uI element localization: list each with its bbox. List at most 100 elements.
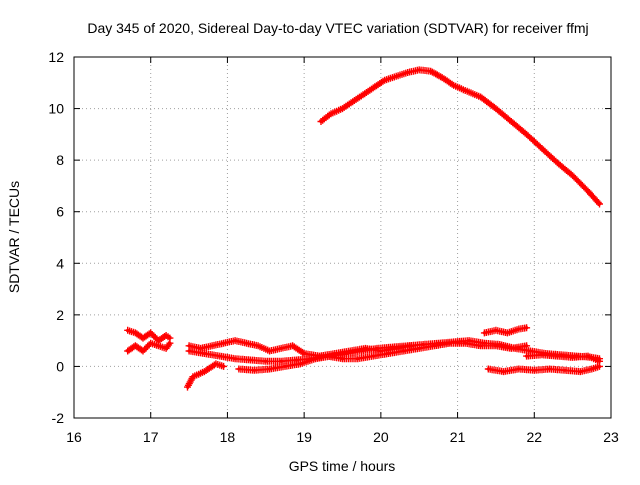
data-point bbox=[133, 331, 137, 335]
data-point bbox=[187, 344, 191, 348]
data-point bbox=[294, 358, 299, 362]
y-axis-label: SDTVAR / TECUs bbox=[6, 181, 22, 293]
series-satellite-arc-c bbox=[184, 360, 228, 391]
series-markers bbox=[484, 362, 603, 376]
data-point bbox=[440, 76, 444, 80]
data-point bbox=[221, 364, 226, 369]
data-point bbox=[344, 351, 348, 356]
data-point bbox=[283, 364, 287, 369]
data-point bbox=[517, 327, 521, 331]
data-point bbox=[406, 344, 410, 348]
data-point bbox=[486, 367, 490, 371]
data-point bbox=[590, 367, 594, 371]
data-point bbox=[597, 364, 602, 369]
data-point bbox=[586, 354, 590, 358]
series-markers bbox=[523, 351, 603, 365]
data-point bbox=[578, 369, 582, 374]
data-point bbox=[210, 344, 214, 348]
data-point bbox=[371, 86, 375, 90]
data-point bbox=[528, 349, 533, 353]
data-point bbox=[214, 362, 218, 366]
data-point bbox=[168, 336, 172, 340]
data-point bbox=[478, 95, 483, 99]
data-point bbox=[340, 106, 345, 111]
y-tick-label: 4 bbox=[56, 255, 64, 271]
data-point bbox=[329, 354, 333, 358]
data-point bbox=[149, 341, 153, 345]
data-point bbox=[156, 339, 160, 343]
data-point bbox=[141, 336, 145, 340]
data-point bbox=[126, 349, 130, 353]
data-point bbox=[256, 344, 260, 348]
data-point bbox=[452, 340, 456, 344]
data-point bbox=[436, 341, 440, 345]
data-point bbox=[371, 354, 375, 358]
data-points bbox=[124, 66, 603, 391]
series-markers bbox=[480, 324, 531, 337]
series-markers bbox=[317, 66, 603, 208]
data-point bbox=[156, 344, 160, 348]
series-markers bbox=[184, 360, 228, 391]
series-satellite-arc-b bbox=[124, 339, 174, 355]
x-tick-label: 17 bbox=[143, 429, 159, 445]
data-point bbox=[298, 362, 302, 366]
data-point bbox=[375, 346, 379, 350]
data-point bbox=[233, 339, 237, 343]
data-point bbox=[187, 349, 191, 353]
data-point bbox=[279, 346, 283, 350]
data-point bbox=[509, 119, 513, 124]
series-satellite-arc-g bbox=[480, 324, 531, 337]
data-point bbox=[586, 189, 590, 193]
series-satellite-arc-a bbox=[124, 326, 174, 345]
data-point bbox=[494, 328, 498, 332]
data-point bbox=[218, 354, 222, 358]
data-point bbox=[329, 112, 333, 116]
axis-ticks: 16 17 18 19 20 21 22 23 -2 0 2 4 6 8 10 12 bbox=[48, 49, 619, 445]
data-point bbox=[291, 344, 295, 348]
data-point bbox=[314, 357, 318, 361]
data-point bbox=[548, 367, 552, 371]
data-point bbox=[126, 328, 130, 332]
data-point bbox=[482, 341, 487, 345]
data-point bbox=[248, 358, 253, 362]
data-point bbox=[482, 331, 487, 335]
data-point bbox=[417, 68, 421, 72]
data-point bbox=[563, 368, 567, 372]
data-point bbox=[202, 369, 207, 374]
data-point bbox=[185, 385, 190, 389]
data-point bbox=[252, 368, 256, 372]
data-point bbox=[525, 344, 529, 348]
data-point bbox=[386, 351, 391, 356]
data-point bbox=[302, 351, 306, 356]
data-point bbox=[245, 341, 249, 345]
data-point bbox=[356, 357, 360, 361]
data-point bbox=[268, 367, 272, 371]
data-point bbox=[532, 368, 536, 372]
data-point bbox=[597, 359, 602, 363]
data-point bbox=[360, 349, 364, 353]
data-point bbox=[221, 341, 226, 345]
x-tick-label: 21 bbox=[450, 429, 466, 445]
data-point bbox=[164, 333, 168, 338]
data-point bbox=[505, 331, 510, 335]
y-tick-label: 8 bbox=[56, 152, 64, 168]
data-point bbox=[133, 344, 137, 348]
data-point bbox=[571, 174, 575, 178]
data-point bbox=[513, 346, 517, 350]
data-point bbox=[141, 349, 145, 353]
data-point bbox=[202, 351, 207, 356]
data-point bbox=[555, 354, 559, 358]
data-point bbox=[525, 326, 529, 330]
data-point bbox=[237, 367, 241, 371]
y-tick-label: 0 bbox=[56, 358, 64, 374]
data-point bbox=[340, 357, 345, 361]
data-point bbox=[525, 132, 529, 136]
data-point bbox=[264, 359, 268, 363]
y-tick-label: 6 bbox=[56, 204, 64, 220]
data-point bbox=[406, 70, 410, 75]
data-point bbox=[394, 74, 398, 78]
y-tick-label: 12 bbox=[48, 49, 64, 65]
data-point bbox=[502, 369, 506, 374]
data-point bbox=[390, 345, 394, 349]
data-point bbox=[517, 367, 521, 371]
